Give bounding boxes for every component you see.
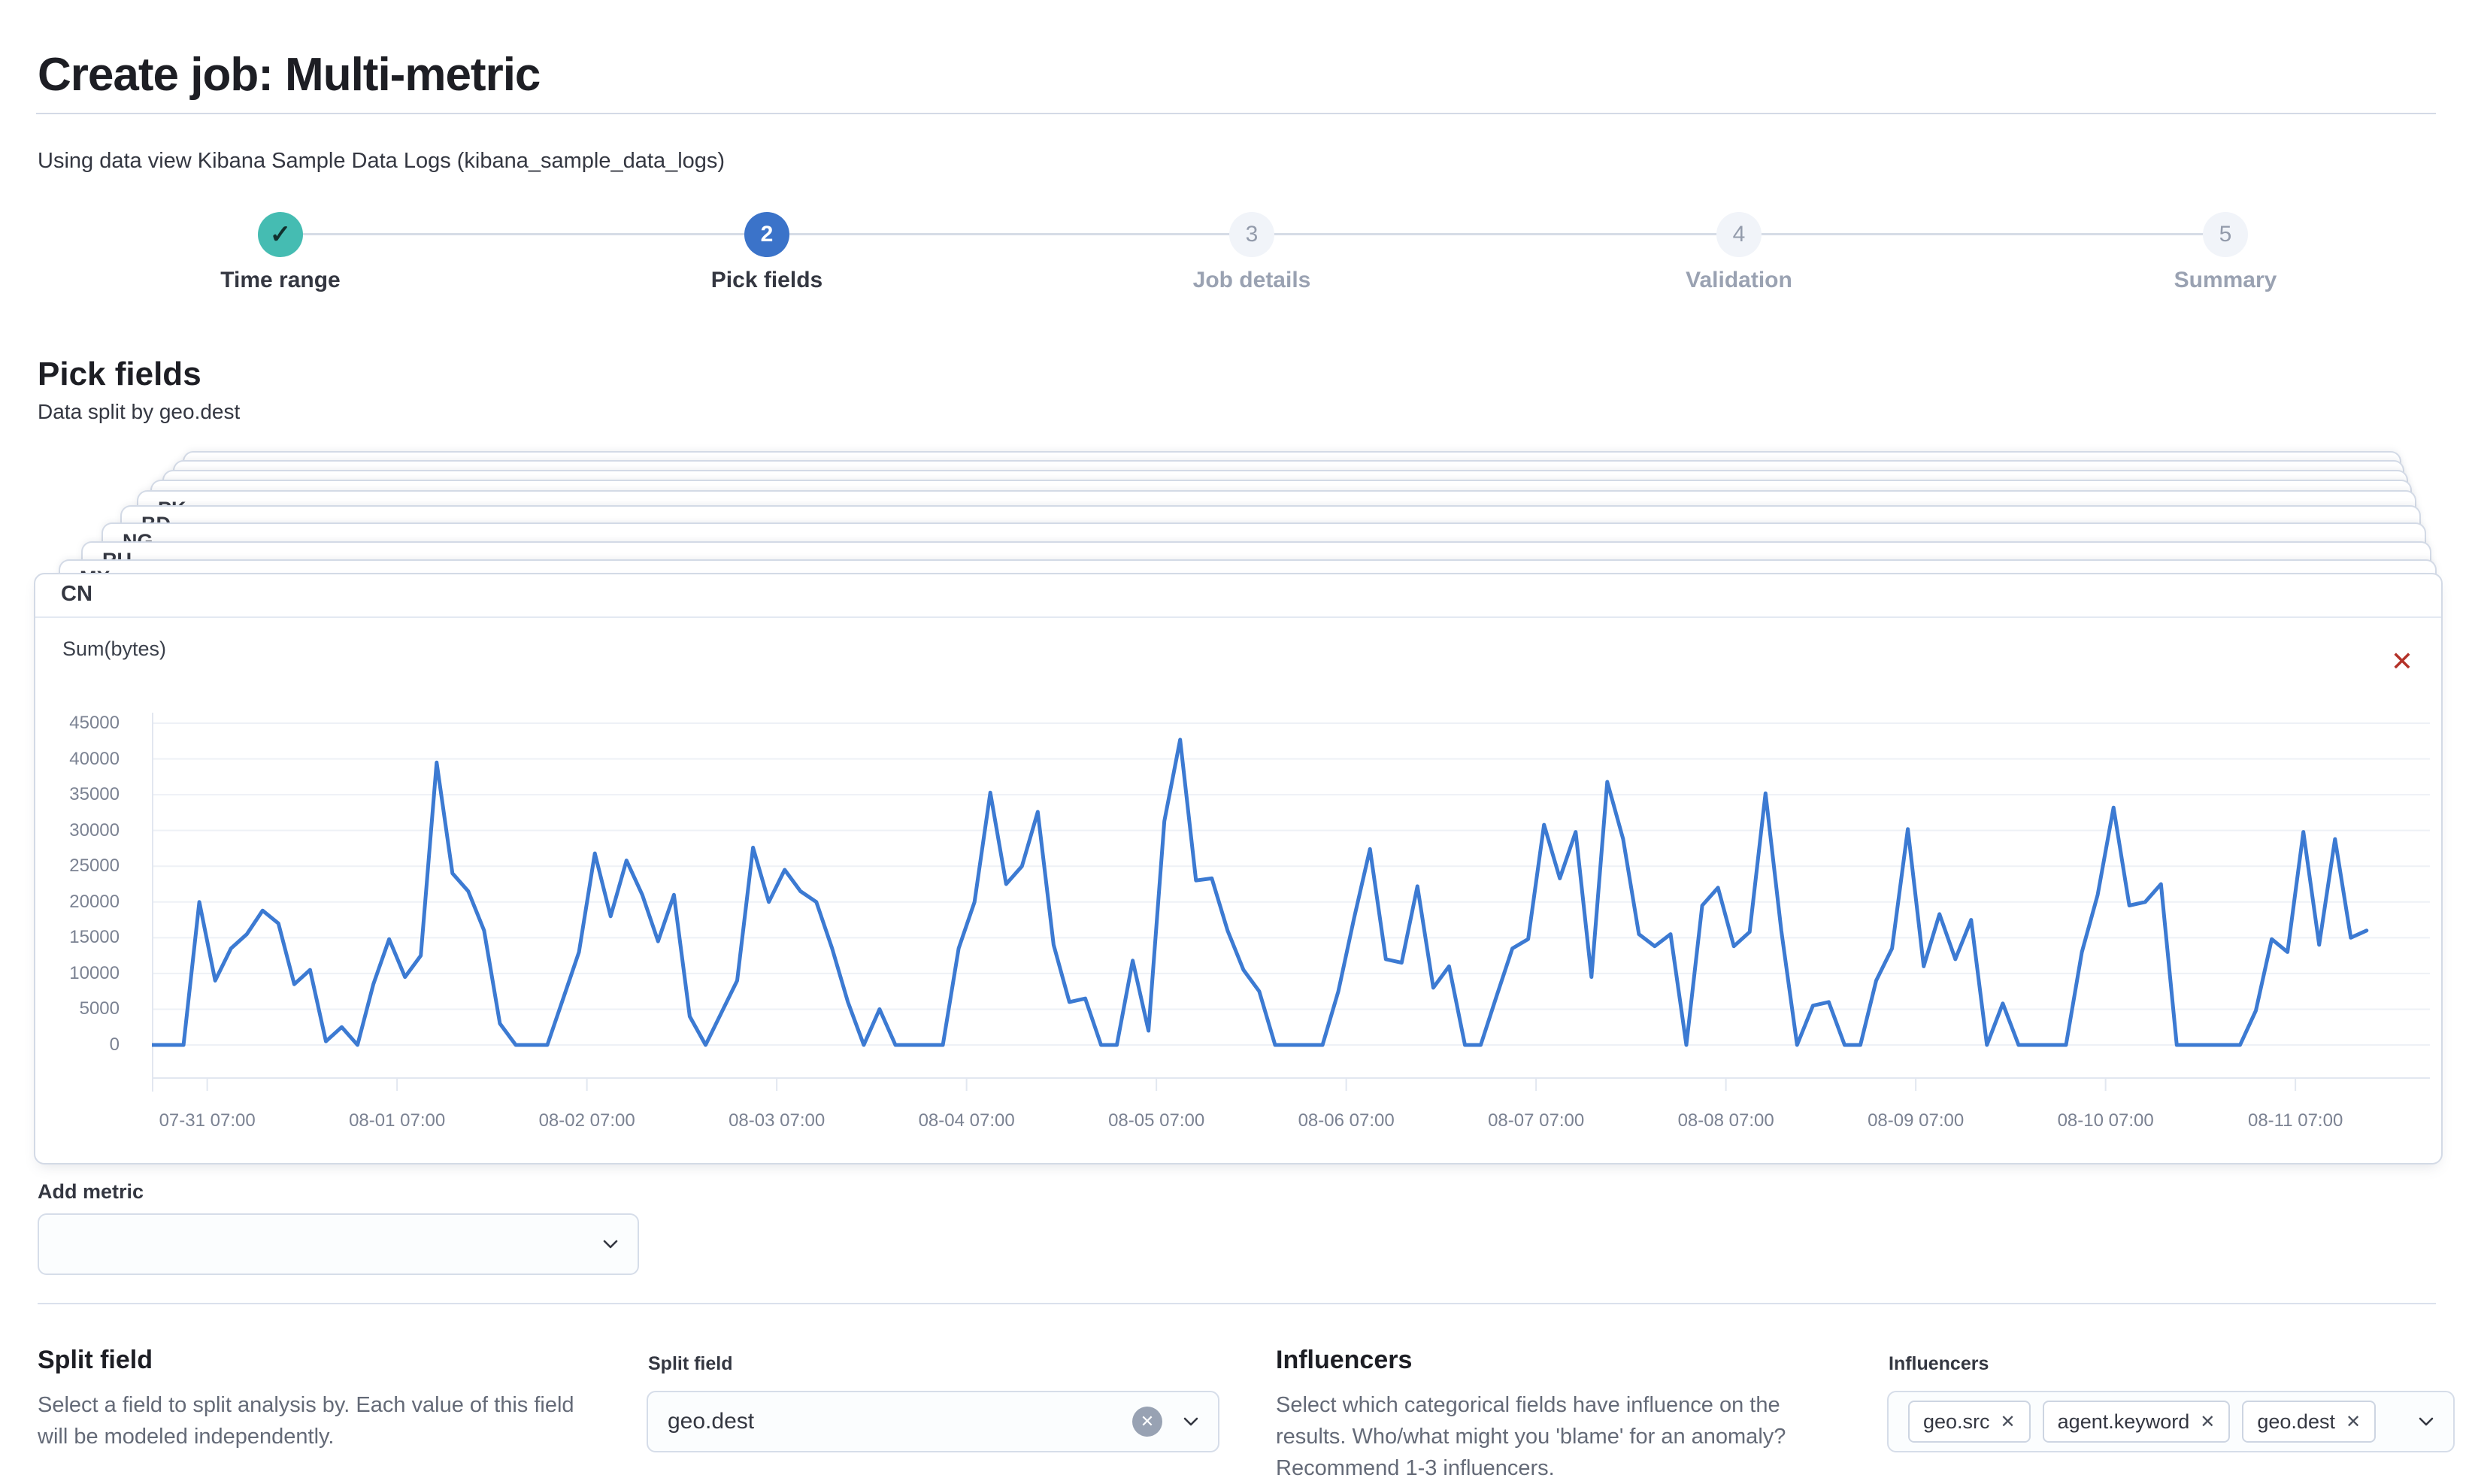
influencer-badge[interactable]: geo.src ✕ [1908, 1401, 2031, 1443]
pick-fields-heading: Pick fields [38, 355, 201, 392]
influencers-combobox[interactable]: geo.src ✕ agent.keyword ✕ geo.dest ✕ [1887, 1391, 2455, 1452]
y-axis-label: 30000 [69, 819, 120, 840]
x-axis-label: 08-02 07:00 [538, 1110, 635, 1131]
remove-icon[interactable]: ✕ [2200, 1411, 2216, 1432]
influencers-heading: Influencers [1276, 1346, 1413, 1374]
x-axis-label: 08-03 07:00 [729, 1110, 826, 1131]
close-icon[interactable]: ✕ [2384, 644, 2420, 680]
split-card-title: CN [61, 582, 92, 606]
chevron-down-icon [603, 1240, 618, 1249]
influencer-badge[interactable]: agent.keyword ✕ [2042, 1401, 2231, 1443]
description-line: will be modeled independently. [38, 1425, 335, 1449]
y-axis-label: 25000 [69, 856, 120, 877]
x-axis-label: 08-01 07:00 [349, 1110, 446, 1131]
x-axis-label: 07-31 07:00 [159, 1110, 256, 1131]
step-label: Pick fields [710, 268, 823, 292]
split-field-description: Select a field to split analysis by. Eac… [38, 1389, 714, 1452]
step-label: Validation [1686, 268, 1792, 292]
x-axis-label: 08-10 07:00 [2057, 1110, 2154, 1131]
y-axis-label: 10000 [69, 962, 120, 983]
y-axis-label: 35000 [69, 784, 120, 805]
step-summary[interactable]: 5 Summary [2105, 212, 2346, 293]
influencers-description: Select which categorical fields have inf… [1276, 1389, 1847, 1484]
clear-icon[interactable]: ✕ [1132, 1407, 1162, 1437]
badge-label: geo.dest [2257, 1410, 2335, 1433]
step-validation[interactable]: 4 Validation [1619, 212, 1859, 293]
step-number: 3 [1229, 212, 1274, 257]
y-axis-label: 45000 [69, 713, 120, 733]
step-job-details[interactable]: 3 Job details [1131, 212, 1372, 293]
add-metric-label: Add metric [38, 1180, 144, 1203]
metric-label: Sum(bytes) [62, 638, 167, 660]
step-label: Time range [220, 268, 341, 292]
x-axis-label: 08-09 07:00 [1868, 1110, 1965, 1131]
step-label: Job details [1192, 268, 1311, 292]
description-line: results. Who/what might you 'blame' for … [1276, 1425, 1786, 1449]
badge-label: geo.src [1923, 1410, 1990, 1433]
step-number: 2 [744, 212, 789, 257]
split-field-value: geo.dest [668, 1409, 755, 1434]
section-divider [38, 1303, 2436, 1304]
page-title: Create job: Multi-metric [38, 48, 541, 101]
x-axis-label: 08-11 07:00 [2247, 1110, 2343, 1131]
step-label: Summary [2174, 268, 2277, 292]
y-axis-label: 5000 [79, 998, 120, 1019]
add-metric-select[interactable] [38, 1213, 639, 1275]
split-field-input-label: Split field [648, 1353, 733, 1374]
chevron-down-icon[interactable] [1180, 1411, 1201, 1432]
step-number: 4 [1716, 212, 1762, 257]
data-view-note: Using data view Kibana Sample Data Logs … [38, 149, 726, 173]
y-axis-label: 40000 [69, 748, 120, 769]
check-icon: ✓ [258, 212, 303, 257]
y-axis-label: 20000 [69, 891, 120, 912]
description-line: Recommend 1-3 influencers. [1276, 1456, 1555, 1480]
x-axis-label: 08-04 07:00 [918, 1110, 1015, 1131]
y-axis-label: 15000 [69, 927, 120, 948]
influencers-input-label: Influencers [1889, 1353, 1989, 1374]
chevron-down-icon[interactable] [2416, 1411, 2437, 1432]
badge-label: agent.keyword [2057, 1410, 2190, 1433]
step-number: 5 [2203, 212, 2248, 257]
line-chart [150, 702, 2430, 1093]
card-divider [35, 616, 2441, 618]
step-time-range[interactable]: ✓ Time range [160, 212, 401, 293]
chart-line [150, 737, 2369, 1047]
y-axis-label: 0 [109, 1034, 120, 1055]
x-axis-label: 08-08 07:00 [1677, 1110, 1774, 1131]
split-card-cn: CN Sum(bytes) ✕ 45000 40000 35000 30000 2500… [34, 573, 2443, 1164]
description-line: Select a field to split analysis by. Eac… [38, 1393, 574, 1417]
x-axis-label: 08-07 07:00 [1488, 1110, 1585, 1131]
header-divider [36, 113, 2436, 114]
x-axis-label: 08-05 07:00 [1108, 1110, 1205, 1131]
remove-icon[interactable]: ✕ [2345, 1411, 2361, 1432]
x-axis-label: 08-06 07:00 [1298, 1110, 1395, 1131]
description-line: Select which categorical fields have inf… [1276, 1393, 1780, 1417]
remove-icon[interactable]: ✕ [2000, 1411, 2016, 1432]
split-field-combobox[interactable]: geo.dest ✕ [647, 1391, 1219, 1452]
step-pick-fields[interactable]: 2 Pick fields [647, 212, 887, 293]
data-split-note: Data split by geo.dest [38, 400, 241, 423]
split-field-heading: Split field [38, 1346, 153, 1374]
influencer-badge[interactable]: geo.dest ✕ [2242, 1401, 2377, 1443]
